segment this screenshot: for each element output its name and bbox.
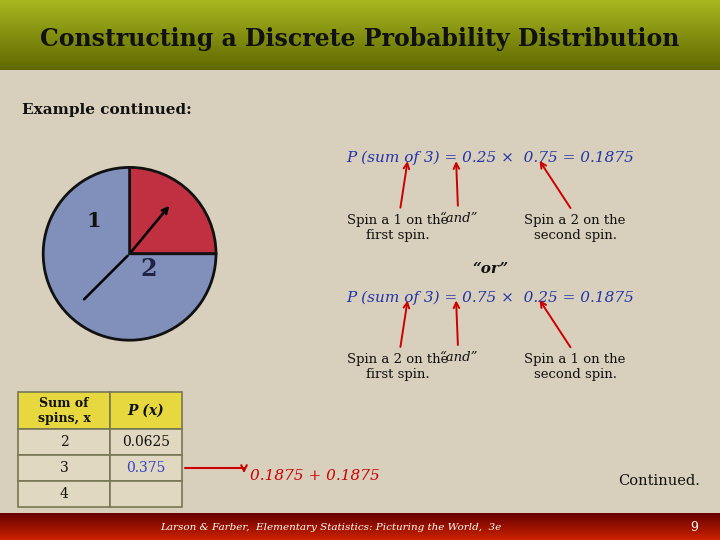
- Text: P (x): P (x): [127, 404, 164, 418]
- Text: Spin a 1 on the
first spin.: Spin a 1 on the first spin.: [347, 214, 449, 242]
- Wedge shape: [130, 167, 216, 254]
- Text: 0.1875 + 0.1875: 0.1875 + 0.1875: [250, 469, 379, 483]
- Bar: [18, 455, 110, 482]
- Bar: [110, 455, 182, 482]
- Bar: [110, 429, 182, 455]
- Text: Constructing a Discrete Probability Distribution: Constructing a Discrete Probability Dist…: [40, 26, 680, 51]
- Text: 1: 1: [86, 211, 101, 231]
- Wedge shape: [43, 167, 216, 340]
- Text: “and”: “and”: [440, 352, 478, 365]
- Text: Larson & Farber,  Elementary Statistics: Picturing the World,  3e: Larson & Farber, Elementary Statistics: …: [161, 523, 502, 531]
- Text: 2: 2: [60, 435, 68, 449]
- Text: 3: 3: [60, 462, 68, 475]
- Text: Sum of
spins, x: Sum of spins, x: [37, 397, 91, 425]
- Bar: [18, 429, 110, 455]
- Text: P (sum of 3) = 0.75 ×  0.25 = 0.1875: P (sum of 3) = 0.75 × 0.25 = 0.1875: [346, 290, 634, 305]
- Text: Spin a 2 on the
second spin.: Spin a 2 on the second spin.: [524, 214, 626, 242]
- Text: Spin a 2 on the
first spin.: Spin a 2 on the first spin.: [347, 353, 449, 381]
- Text: P (sum of 3) = 0.25 ×  0.75 = 0.1875: P (sum of 3) = 0.25 × 0.75 = 0.1875: [346, 151, 634, 165]
- Text: Continued.: Continued.: [618, 474, 700, 488]
- Text: 4: 4: [60, 488, 68, 502]
- Text: 0.0625: 0.0625: [122, 435, 170, 449]
- Bar: [110, 393, 182, 429]
- Text: Spin a 1 on the
second spin.: Spin a 1 on the second spin.: [524, 353, 626, 381]
- Text: Example continued:: Example continued:: [22, 103, 192, 117]
- Text: 0.375: 0.375: [126, 462, 166, 475]
- Text: 2: 2: [140, 258, 157, 281]
- Bar: [18, 393, 110, 429]
- Bar: [110, 482, 182, 508]
- Bar: [18, 482, 110, 508]
- Text: “and”: “and”: [440, 212, 478, 225]
- Text: 9: 9: [690, 521, 698, 534]
- Text: “or”: “or”: [472, 262, 508, 276]
